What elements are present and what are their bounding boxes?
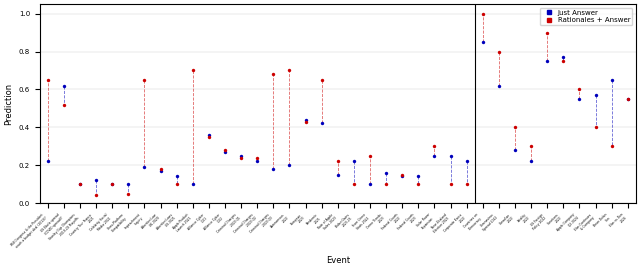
Rationales + Answer [558, 59, 568, 63]
Rationales + Answer [333, 159, 343, 164]
Just Answer [156, 169, 166, 173]
Rationales + Answer [413, 182, 424, 186]
Just Answer [204, 133, 214, 137]
Just Answer [558, 55, 568, 59]
Rationales + Answer [220, 148, 230, 152]
Rationales + Answer [349, 182, 359, 186]
Rationales + Answer [284, 68, 294, 73]
Just Answer [429, 154, 440, 158]
Just Answer [59, 83, 69, 88]
Rationales + Answer [542, 30, 552, 35]
Y-axis label: Prediction: Prediction [4, 83, 13, 125]
Just Answer [623, 97, 633, 101]
Just Answer [333, 172, 343, 177]
X-axis label: Event: Event [326, 256, 350, 265]
Just Answer [268, 167, 278, 171]
Just Answer [188, 182, 198, 186]
Just Answer [236, 154, 246, 158]
Rationales + Answer [365, 154, 375, 158]
Rationales + Answer [397, 172, 407, 177]
Rationales + Answer [591, 125, 601, 129]
Rationales + Answer [317, 78, 327, 82]
Just Answer [477, 40, 488, 44]
Rationales + Answer [123, 191, 133, 196]
Just Answer [445, 154, 456, 158]
Just Answer [461, 159, 472, 164]
Just Answer [349, 159, 359, 164]
Rationales + Answer [429, 144, 440, 148]
Rationales + Answer [59, 102, 69, 107]
Just Answer [397, 174, 407, 179]
Rationales + Answer [381, 182, 391, 186]
Rationales + Answer [510, 125, 520, 129]
Just Answer [284, 163, 294, 167]
Just Answer [317, 121, 327, 126]
Just Answer [140, 165, 150, 169]
Just Answer [574, 97, 584, 101]
Just Answer [607, 78, 617, 82]
Just Answer [365, 182, 375, 186]
Rationales + Answer [140, 78, 150, 82]
Rationales + Answer [236, 155, 246, 160]
Just Answer [107, 182, 117, 186]
Rationales + Answer [526, 144, 536, 148]
Rationales + Answer [268, 72, 278, 76]
Just Answer [220, 150, 230, 154]
Just Answer [413, 174, 424, 179]
Just Answer [300, 118, 310, 122]
Rationales + Answer [623, 97, 633, 101]
Rationales + Answer [204, 134, 214, 139]
Just Answer [591, 93, 601, 97]
Legend: Just Answer, Rationales + Answer: Just Answer, Rationales + Answer [540, 8, 632, 25]
Rationales + Answer [188, 68, 198, 73]
Just Answer [542, 59, 552, 63]
Rationales + Answer [107, 182, 117, 186]
Just Answer [75, 182, 85, 186]
Just Answer [91, 178, 101, 182]
Rationales + Answer [300, 119, 310, 124]
Rationales + Answer [461, 182, 472, 186]
Rationales + Answer [91, 193, 101, 198]
Just Answer [526, 159, 536, 164]
Rationales + Answer [75, 182, 85, 186]
Rationales + Answer [252, 155, 262, 160]
Just Answer [381, 171, 391, 175]
Just Answer [252, 159, 262, 164]
Rationales + Answer [574, 87, 584, 91]
Rationales + Answer [43, 78, 53, 82]
Rationales + Answer [494, 49, 504, 54]
Just Answer [494, 83, 504, 88]
Rationales + Answer [477, 12, 488, 16]
Just Answer [43, 159, 53, 164]
Rationales + Answer [156, 167, 166, 171]
Rationales + Answer [607, 144, 617, 148]
Rationales + Answer [172, 182, 182, 186]
Just Answer [172, 174, 182, 179]
Just Answer [510, 148, 520, 152]
Rationales + Answer [445, 182, 456, 186]
Just Answer [123, 182, 133, 186]
